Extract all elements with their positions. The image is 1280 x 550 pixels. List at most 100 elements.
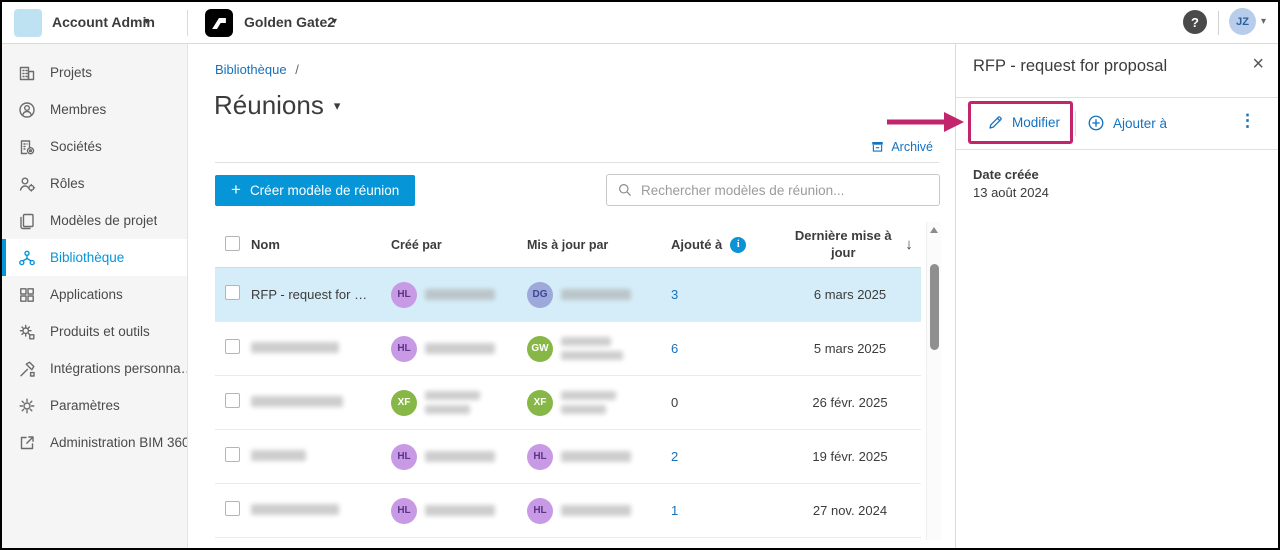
user-avatar[interactable]: JZ xyxy=(1229,8,1256,35)
table-row[interactable]: HL HL 2 19 févr. 2025 xyxy=(215,430,921,484)
avatar: HL xyxy=(391,281,417,308)
redacted-template-name[interactable] xyxy=(251,450,306,461)
pencil-icon xyxy=(989,116,1002,129)
create-meeting-template-button[interactable]: + Créer modèle de réunion xyxy=(215,175,416,206)
edit-button[interactable]: Modifier xyxy=(987,114,1060,131)
template-name[interactable]: RFP - request for … xyxy=(251,287,368,302)
chevron-down-icon[interactable]: ▾ xyxy=(332,16,338,27)
sort-desc-icon[interactable]: ↓ xyxy=(905,236,913,253)
redacted-name xyxy=(425,505,495,516)
redacted-name xyxy=(561,451,631,462)
page-title-dropdown[interactable]: Réunions ▾ xyxy=(214,90,341,120)
column-header-ajoute-a[interactable]: Ajouté à i xyxy=(663,236,779,253)
search-input[interactable] xyxy=(641,182,929,198)
avatar: HL xyxy=(391,335,417,362)
sidebar-item-integrations[interactable]: Intégrations personna… xyxy=(2,350,187,387)
sidebar-item-societes[interactable]: Sociétés xyxy=(2,128,187,165)
sidebar-item-modeles-de-projet[interactable]: Modèles de projet xyxy=(2,202,187,239)
close-icon[interactable]: × xyxy=(1252,53,1264,75)
last-updated-date: 26 févr. 2025 xyxy=(812,395,888,410)
row-checkbox[interactable] xyxy=(225,446,240,462)
search-icon xyxy=(619,184,632,197)
divider xyxy=(1075,111,1076,136)
account-product-icon[interactable] xyxy=(14,9,42,37)
table-row[interactable]: XF XF 0 26 févr. 2025 xyxy=(215,376,921,430)
added-to-count-link[interactable]: 6 xyxy=(671,341,679,356)
help-icon[interactable]: ? xyxy=(1183,10,1207,34)
redacted-name xyxy=(561,337,623,360)
last-updated-date: 19 févr. 2025 xyxy=(812,449,888,464)
breadcrumb-link-bibliotheque[interactable]: Bibliothèque xyxy=(215,62,287,77)
redacted-name xyxy=(425,289,495,300)
more-options-icon[interactable]: ⋮ xyxy=(1239,111,1256,130)
table-row[interactable]: HL HL 1 27 nov. 2024 xyxy=(215,484,921,538)
redacted-name xyxy=(561,505,631,516)
added-to-count: 0 xyxy=(671,395,679,410)
settings-gear-icon xyxy=(17,396,37,416)
scroll-up-arrow[interactable] xyxy=(930,227,938,233)
avatar: HL xyxy=(527,443,553,470)
column-header-mis-a-jour-par[interactable]: Mis à jour par xyxy=(527,237,609,252)
column-header-cree-par[interactable]: Créé par xyxy=(391,237,442,252)
top-bar: Account Admin ▾ Golden Gate2 ▾ ? JZ ▾ xyxy=(2,2,1278,44)
plus-icon: + xyxy=(231,180,241,199)
added-to-count-link[interactable]: 2 xyxy=(671,449,679,464)
added-to-count-link[interactable]: 1 xyxy=(671,503,679,518)
add-to-button[interactable]: Ajouter à xyxy=(1087,114,1167,132)
scrollbar-thumb[interactable] xyxy=(930,264,939,350)
breadcrumb-separator: / xyxy=(295,62,299,77)
row-checkbox[interactable] xyxy=(225,284,240,300)
avatar: HL xyxy=(391,497,417,524)
table-row[interactable]: RFP - request for … HL DG 3 6 mars 2025 xyxy=(215,268,921,322)
apps-grid-icon xyxy=(17,285,37,305)
hub-selector[interactable]: Golden Gate2 xyxy=(244,14,336,30)
archived-link[interactable]: Archivé xyxy=(870,139,933,154)
sidebar-item-parametres[interactable]: Paramètres xyxy=(2,387,187,424)
divider xyxy=(956,97,1278,98)
divider xyxy=(215,162,939,163)
avatar: HL xyxy=(527,497,553,524)
sidebar-item-projets[interactable]: Projets xyxy=(2,54,187,91)
sidebar-item-bibliotheque[interactable]: Bibliothèque xyxy=(2,239,187,276)
chevron-down-icon[interactable]: ▾ xyxy=(1261,16,1267,27)
redacted-name xyxy=(425,343,495,354)
chevron-down-icon[interactable]: ▾ xyxy=(144,16,150,27)
sidebar-item-administration-bim360[interactable]: Administration BIM 360 xyxy=(2,424,187,461)
row-checkbox[interactable] xyxy=(225,392,240,408)
panel-title: RFP - request for proposal xyxy=(973,57,1168,75)
redacted-template-name[interactable] xyxy=(251,504,339,515)
last-updated-date: 27 nov. 2024 xyxy=(812,503,888,518)
redacted-name xyxy=(425,451,495,462)
date-created-label: Date créée xyxy=(973,167,1039,182)
column-header-derniere-mise-a-jour[interactable]: Dernière mise à jour ↓ xyxy=(794,228,913,260)
sidebar: Projets Membres Sociétés Rôles Modèles d… xyxy=(2,44,188,548)
search-box xyxy=(606,174,940,206)
external-link-icon xyxy=(17,433,37,453)
avatar: XF xyxy=(391,389,417,416)
hammer-icon xyxy=(17,359,37,379)
account-admin-menu[interactable]: Account Admin xyxy=(52,14,155,30)
avatar: XF xyxy=(527,389,553,416)
buildings-icon xyxy=(17,63,37,83)
column-header-nom[interactable]: Nom xyxy=(251,237,280,252)
sidebar-item-roles[interactable]: Rôles xyxy=(2,165,187,202)
copy-icon xyxy=(17,211,37,231)
row-checkbox[interactable] xyxy=(225,500,240,516)
avatar: DG xyxy=(527,281,553,308)
table-row[interactable]: HL GW 6 5 mars 2025 xyxy=(215,322,921,376)
vertical-scrollbar[interactable] xyxy=(926,222,941,540)
breadcrumb: Bibliothèque / xyxy=(215,62,299,77)
info-icon[interactable]: i xyxy=(730,236,747,253)
sidebar-item-produits-et-outils[interactable]: Produits et outils xyxy=(2,313,187,350)
sidebar-item-applications[interactable]: Applications xyxy=(2,276,187,313)
added-to-count-link[interactable]: 3 xyxy=(671,287,679,302)
row-checkbox[interactable] xyxy=(225,338,240,354)
redacted-name xyxy=(561,289,631,300)
redacted-template-name[interactable] xyxy=(251,396,343,407)
select-all-checkbox[interactable] xyxy=(225,235,240,251)
redacted-name xyxy=(425,391,480,414)
member-icon xyxy=(17,100,37,120)
sidebar-item-membres[interactable]: Membres xyxy=(2,91,187,128)
redacted-template-name[interactable] xyxy=(251,342,339,353)
